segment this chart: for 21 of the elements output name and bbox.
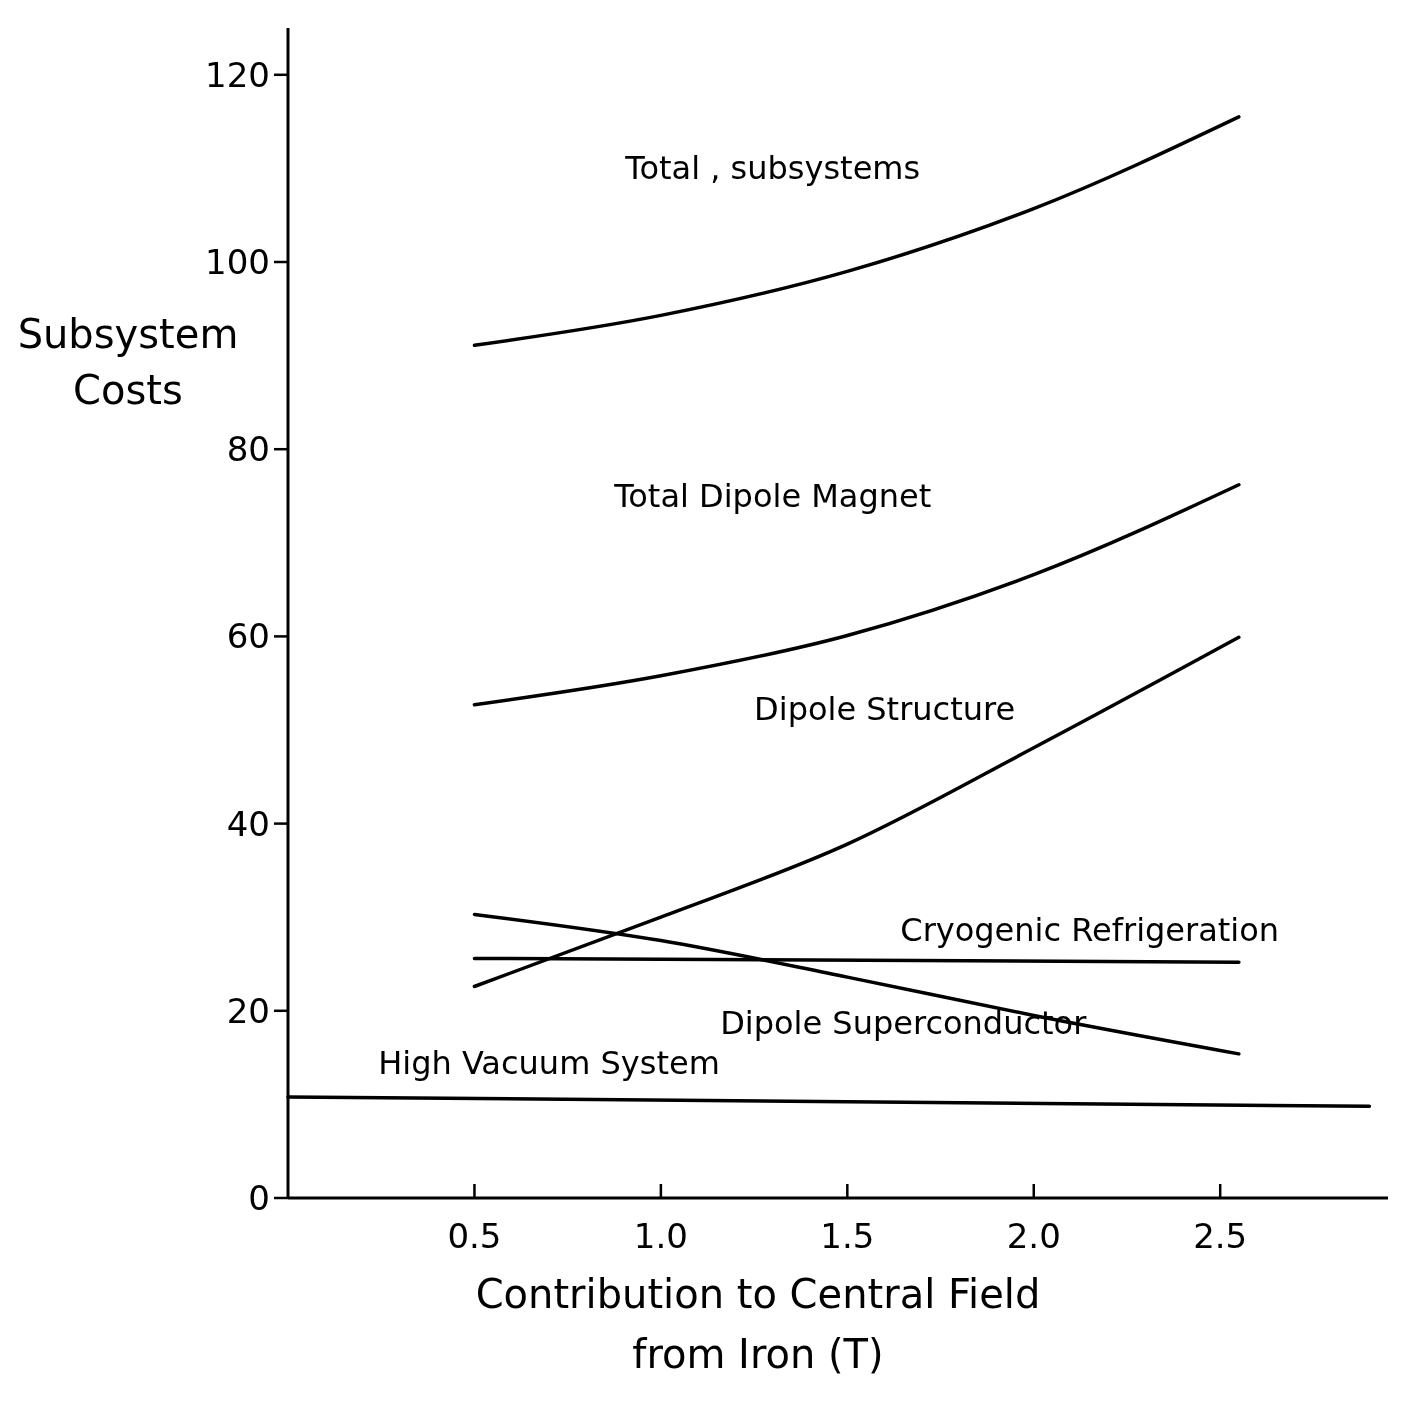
y-axis-title: Subsystem Costs [17,311,239,413]
y-tick-label: 60 [226,616,270,657]
series-label: High Vacuum System [378,1044,720,1083]
y-tick-label: 80 [226,429,270,470]
y-tick-label: 100 [205,241,270,282]
x-tick-label: 2.0 [1006,1216,1061,1256]
line-series [472,115,1241,348]
series-label: Total , subsystems [624,148,921,187]
x-tick-label: 0.5 [447,1216,502,1256]
series-label: Dipole Structure [754,689,1016,728]
x-tick-label: 1.0 [633,1216,688,1256]
text: Total Dipole Magnet [613,476,932,515]
y-tick-label: 20 [226,990,270,1031]
series-label: Cryogenic Refrigeration [900,911,1280,950]
x-axis-title: Contribution to Central Field from Iron (T) [475,1271,1041,1377]
y-tick-label: 40 [226,803,270,844]
series-label: Dipole Superconductor [720,1003,1088,1042]
y-tick-label: 0 [248,1177,270,1218]
y-tick-label: 120 [205,54,270,95]
x-tick-label: 2.5 [1193,1216,1248,1256]
x-tick-label: 1.5 [820,1216,875,1256]
